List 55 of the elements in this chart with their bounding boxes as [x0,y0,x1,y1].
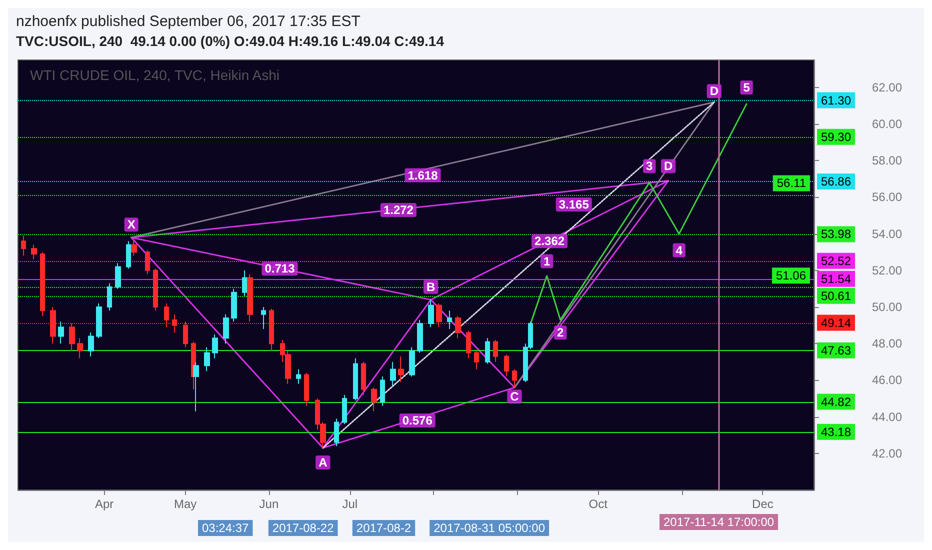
annotation: 1 [544,254,551,268]
annotation: C [510,390,520,404]
annotation: 3.165 [558,198,590,212]
annotation: 0.576 [402,413,433,428]
y-tick-label: 48.00 [872,336,902,351]
x-tick-label: Oct [588,497,608,511]
y-tick-label: 58.00 [872,154,902,168]
y-tick-label: 62.00 [872,80,902,94]
y-tick-label: 54.00 [872,226,902,241]
annotation: B [426,280,436,294]
ref-line-label: 56.11 [776,176,806,190]
y-tick-label: 46.00 [872,373,902,388]
annotation: 1.272 [383,203,414,218]
ref-line-label: 43.18 [821,424,852,439]
annotation: D [710,84,719,98]
annotation: 0.713 [264,262,296,276]
y-tick-label: 42.00 [872,446,902,460]
y-tick-label: 56.00 [872,190,902,204]
ref-line-label: 50.61 [821,288,852,303]
text: 03:24:37 [202,521,250,535]
text: 2017-08-31 05:00:00 [434,521,546,535]
annotation: 4 [676,243,683,258]
ref-line-label: 2017-11-14 17:00:00 [664,515,774,529]
annotation: 1.618 [408,168,438,182]
x-tick-label: May [174,497,197,511]
x-tick-label: Dec [752,497,774,511]
chart-subtitle: TVC:USOIL, 240 49.14 0.00 (0%) O:49.04 H:49.16 L:49.04 C:49.14 [16,33,444,49]
ref-line-label: 53.98 [821,227,852,242]
ref-line-label: 44.82 [821,394,852,409]
ref-line-label: 49.14 [821,316,852,330]
annotation: WTI CRUDE OIL, 240, TVC, Heikin Ashi [30,67,280,83]
y-tick-label: 50.00 [872,300,902,314]
ref-line-label: 56.86 [821,174,852,188]
annotation: 5 [743,80,750,94]
x-tick-label: Jul [342,497,358,511]
ref-line-label: 47.63 [821,343,852,358]
ref-line-label: 59.30 [821,130,852,144]
y-tick-label: 60.00 [872,117,902,132]
y-tick-label: 52.00 [872,263,902,278]
y-tick-label: 44.00 [872,410,902,424]
x-tick-label: Apr [95,497,114,511]
ref-line-label: 52.52 [821,254,852,268]
annotation: A [318,456,328,470]
ref-line-label: 51.54 [821,272,852,286]
ref-line-label: 61.30 [821,93,852,108]
annotation: 2.362 [534,234,565,248]
chart-title: nzhoenfx published September 06, 2017 17:35 EST [16,13,360,30]
annotation: 2 [557,326,564,340]
x-tick-label: Jun [259,497,279,511]
text: 2017-08-2 [356,521,412,535]
annotation: D [664,159,673,174]
annotation: 3 [646,159,654,174]
annotation: X [127,218,136,232]
ref-line-label: 51.06 [776,268,806,283]
text: 2017-08-22 [272,521,334,535]
